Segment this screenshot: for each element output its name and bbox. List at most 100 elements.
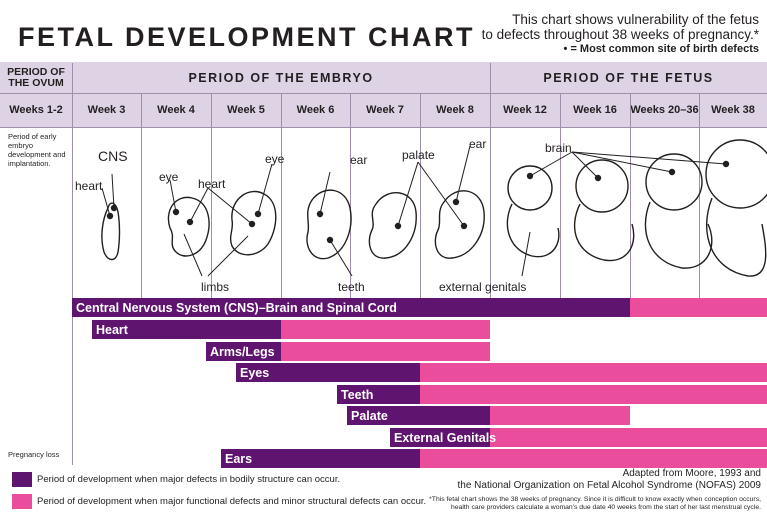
defect-site-dot [316, 210, 324, 218]
pointer-line [571, 151, 727, 165]
row-divider [0, 127, 767, 128]
fetus-week38-body [705, 197, 767, 277]
defect-site-dot [186, 218, 194, 226]
defect-site-dot [452, 198, 460, 206]
embryo-illustrations [101, 139, 767, 277]
chart-subtitle: This chart shows vulnerability of the fe… [439, 12, 759, 57]
week-header-cell: Week 7 [366, 104, 404, 116]
week-header-cell: Weeks 20–36 [630, 104, 699, 116]
fetus-week16-body [573, 203, 635, 262]
bar-minor-5 [490, 406, 630, 425]
bar-minor-1 [281, 320, 490, 339]
credit-line-2: the National Organization on Fetal Alcoh… [457, 480, 762, 491]
bar-major-2 [206, 342, 281, 361]
defect-site-dot [594, 174, 602, 182]
pointer-line [183, 233, 203, 277]
fetus-week20-body [644, 201, 713, 269]
pointer-line [169, 179, 177, 213]
bar-label-0: Central Nervous System (CNS)–Brain and S… [76, 301, 397, 315]
column-divider [350, 93, 351, 298]
column-divider [141, 93, 142, 298]
defect-site-dot [110, 204, 118, 212]
subtitle-line-2: to defects throughout 38 weeks of pregna… [481, 27, 759, 42]
pointer-line [101, 187, 111, 217]
embryo-week4-illustration [167, 196, 210, 257]
week-header-cell: Week 8 [436, 104, 474, 116]
bar-minor-0 [630, 298, 767, 317]
column-divider [420, 93, 421, 298]
label-eye: eye [159, 170, 179, 184]
bar-label-7: Ears [225, 452, 252, 466]
week-header-cell: Week 16 [573, 104, 617, 116]
column-divider [211, 93, 212, 298]
legend-swatch-minor [12, 494, 32, 509]
defect-site-dot [526, 172, 534, 180]
defect-site-dot [326, 236, 334, 244]
defect-site-dot [254, 210, 262, 218]
fetus-week12-body [506, 203, 560, 258]
pointer-line [417, 161, 465, 227]
bar-minor-4 [420, 385, 767, 404]
bar-major-4 [337, 385, 420, 404]
defect-site-dot [460, 222, 468, 230]
bar-label-4: Teeth [341, 388, 373, 402]
label-heart: heart [198, 177, 226, 191]
label-eye: eye [265, 152, 285, 166]
pointer-line [207, 187, 253, 225]
bar-label-5: Palate [351, 409, 388, 423]
week-header-cell: Week 38 [711, 104, 755, 116]
bar-label-3: Eyes [240, 366, 269, 380]
pointer-line [319, 171, 331, 215]
label-external-genitals: external genitals [439, 280, 527, 294]
pointer-line [571, 151, 599, 179]
column-divider [281, 93, 282, 298]
bar-major-0 [72, 298, 630, 317]
subtitle-line-3: • = Most common site of birth defects [563, 43, 759, 55]
defect-site-dot [668, 168, 676, 176]
column-divider [699, 93, 700, 298]
legend-label-major: Period of development when major defects… [37, 474, 341, 485]
defect-site-dot [106, 212, 114, 220]
label-ear: ear [469, 137, 487, 151]
period-embryo-header: PERIOD OF THE EMBRYO [188, 71, 374, 85]
bar-minor-6 [490, 428, 767, 447]
period-header-band [0, 62, 767, 93]
credit: Adapted from Moore, 1993 and the Nationa… [458, 468, 762, 492]
embryo-week5-illustration [229, 190, 277, 256]
bar-major-5 [347, 406, 490, 425]
defect-site-dot [394, 222, 402, 230]
implantation-note: Period of early embryo development and i… [8, 132, 66, 168]
bar-major-3 [236, 363, 420, 382]
bar-major-1 [92, 320, 281, 339]
column-divider [560, 93, 561, 298]
week-header-band [0, 93, 767, 127]
fetus-week38-head [705, 139, 767, 209]
pointer-line [571, 151, 673, 173]
label-heart: heart [75, 179, 103, 193]
pointer-line [189, 187, 209, 223]
bar-major-6 [390, 428, 490, 447]
fetus-week12-head [507, 165, 553, 211]
pregnancy-loss-note: Pregnancy loss [8, 450, 60, 459]
legend-swatch-major [12, 472, 32, 487]
bar-label-1: Heart [96, 323, 129, 337]
bar-minor-3 [420, 363, 767, 382]
week-header-cell: Week 12 [503, 104, 547, 116]
bar-label-6: External Genitals [394, 431, 496, 445]
embryo-week6-illustration [306, 189, 352, 260]
footnote: *This fetal chart shows the 38 weeks of … [429, 496, 761, 511]
row-divider [0, 93, 767, 94]
bar-minor-7 [420, 449, 767, 468]
embryo-week7-illustration [368, 191, 417, 259]
pointer-line [329, 239, 353, 277]
column-divider [72, 93, 73, 298]
week-header-cell: Week 4 [157, 104, 195, 116]
pointer-line [207, 235, 249, 277]
week-header-cell: Week 3 [87, 104, 126, 116]
label-ear: ear [350, 153, 368, 167]
period-fetus-header: PERIOD OF THE FETUS [543, 71, 714, 85]
embryo-week8-illustration [434, 190, 485, 259]
bar-major-7 [221, 449, 420, 468]
credit-line-1: Adapted from Moore, 1993 and [622, 468, 761, 479]
week-header-cell: Week 5 [227, 104, 265, 116]
